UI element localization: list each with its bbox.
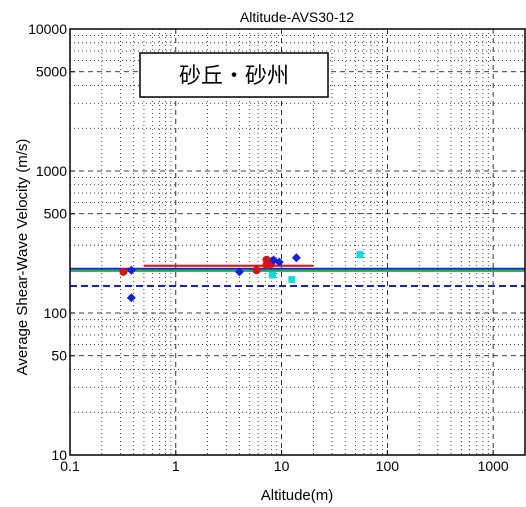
y-tick-label: 1000 <box>36 163 67 179</box>
y-tick-label: 10000 <box>28 21 67 37</box>
x-axis-label: Altitude(m) <box>261 487 334 504</box>
data-point-diamond <box>126 293 136 303</box>
annotation-frame <box>139 52 329 98</box>
data-point-square <box>356 251 364 259</box>
y-tick-label: 500 <box>44 206 68 222</box>
annotation-label: 砂丘・砂州 <box>179 64 289 89</box>
x-axis-ticks: 0.1 1 10 100 1000 <box>60 450 509 474</box>
x-tick-label: 1000 <box>478 458 509 474</box>
y-tick-label: 5000 <box>36 64 67 80</box>
y-axis-ticks: 10 50 100 500 1000 5000 10000 <box>28 21 75 463</box>
data-point-circle <box>252 266 261 275</box>
x-tick-label: 1 <box>172 458 180 474</box>
data-points <box>119 251 364 303</box>
data-point-diamond <box>234 267 244 277</box>
data-point-diamond <box>126 265 136 275</box>
plot-frame <box>69 28 526 456</box>
reference-lines <box>70 264 525 287</box>
y-tick-label: 100 <box>44 305 68 321</box>
y-axis-label: Average Shear-Wave Velocity (m/s) <box>14 139 31 376</box>
grid <box>70 29 525 455</box>
data-point-square <box>288 276 296 284</box>
data-point-diamond <box>291 253 301 263</box>
data-point-square <box>268 271 276 279</box>
data-point-circle <box>119 267 128 276</box>
data-point-diamond <box>274 257 284 267</box>
annotation-box: 砂丘・砂州 <box>139 52 329 98</box>
y-tick-label: 10 <box>51 447 67 463</box>
chart-title: Altitude-AVS30-12 <box>240 9 354 25</box>
x-tick-label: 100 <box>376 458 400 474</box>
x-tick-label: 0.1 <box>60 458 80 474</box>
y-tick-label: 50 <box>51 348 67 364</box>
x-tick-label: 10 <box>274 458 290 474</box>
